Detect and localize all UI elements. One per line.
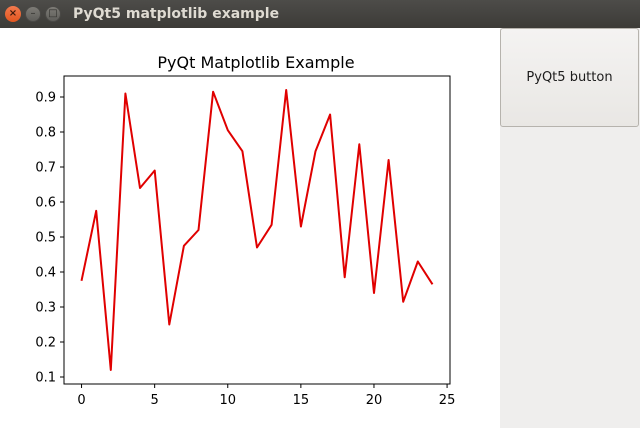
y-tick-label: 0.3 [35, 301, 56, 316]
minimize-icon[interactable]: – [25, 6, 41, 22]
x-tick-label: 20 [366, 393, 383, 408]
series-line [80, 89, 434, 371]
axis-ticks: 0 5 10 15 20 25 0.1 0.2 0.3 0.4 0.5 0.6 0.7 0.8 0.9 [35, 91, 455, 409]
line-chart: PyQt Matplotlib Example 0 5 10 15 20 25 0.1 0.2… [35, 53, 455, 409]
maximize-icon[interactable]: □ [45, 6, 61, 22]
y-tick-label: 0.6 [35, 196, 56, 211]
close-icon[interactable]: × [5, 6, 21, 22]
chart-title: PyQt Matplotlib Example [157, 53, 354, 72]
title-bar[interactable]: × – □ PyQt5 matplotlib example [0, 0, 640, 28]
y-tick-label: 0.5 [35, 231, 56, 246]
y-tick-label: 0.7 [35, 161, 56, 176]
y-tick-label: 0.1 [35, 371, 56, 386]
y-tick-label: 0.4 [35, 266, 56, 281]
plot-canvas[interactable]: PyQt Matplotlib Example 0 5 10 15 20 25 0.1 0.2… [0, 28, 500, 428]
y-tick-label: 0.8 [35, 126, 56, 141]
y-tick-label: 0.9 [35, 91, 56, 106]
x-tick-label: 15 [293, 393, 310, 408]
y-tick-label: 0.2 [35, 336, 56, 351]
x-tick-label: 5 [151, 393, 159, 408]
x-tick-label: 25 [439, 393, 456, 408]
window-title: PyQt5 matplotlib example [73, 6, 280, 22]
side-panel: PyQt5 button [500, 28, 640, 428]
x-tick-label: 0 [77, 393, 85, 408]
window-controls: × – □ [5, 6, 65, 22]
x-tick-label: 10 [219, 393, 236, 408]
pyqt5-button[interactable]: PyQt5 button [500, 28, 639, 127]
plot-frame [63, 75, 451, 385]
